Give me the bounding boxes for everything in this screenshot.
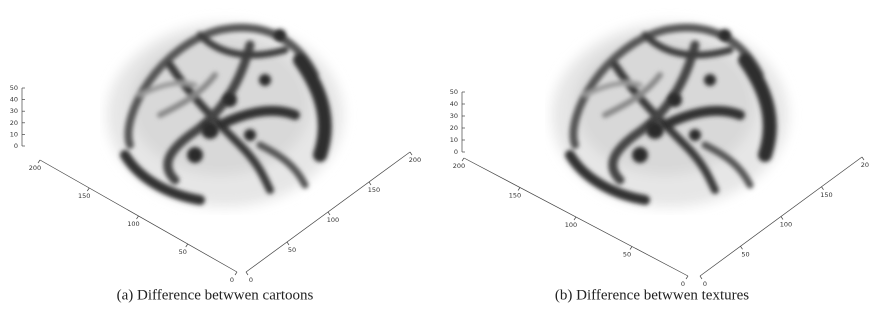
z-tick-label: 20 [10,119,18,127]
tick-mark [186,244,188,247]
tick-mark [137,216,139,219]
x-tick-label: 0 [230,276,234,284]
tick-mark [630,247,632,250]
tick-mark [518,188,520,191]
tick-mark [410,152,412,155]
y-tick-label: 200 [861,161,869,169]
volume-rendering-b [552,23,788,207]
tick-mark [741,246,743,249]
page: (a) Difference betwwen cartoons (b) Diff… [0,0,869,317]
x-tick-label: 100 [127,220,139,228]
x-tick-label: 50 [179,248,187,256]
tick-mark [369,182,371,185]
z-tick-label: 0 [454,148,458,156]
tick-mark [686,276,688,279]
y-tick-label: 150 [368,186,380,194]
y-tick-label: 200 [409,156,421,164]
tick-mark [781,217,783,220]
tick-mark [862,157,864,160]
y-tick-label: 50 [288,246,296,254]
caption: (a) Difference betwwen cartoons [117,287,314,303]
figure: (a) Difference betwwen cartoons (b) Diff… [0,0,869,317]
z-tick-label: 40 [10,96,18,104]
tick-mark [235,272,237,275]
z-tick-label: 50 [450,88,458,96]
x-tick-label: 150 [78,192,90,200]
y-tick-label: 0 [249,276,253,284]
tick-mark [287,242,289,245]
y-tick-label: 100 [780,221,792,229]
tick-mark [462,158,464,161]
x-tick-label: 200 [453,162,465,170]
tick-mark [328,212,330,215]
z-tick-label: 20 [450,124,458,132]
x-tick-label: 50 [623,251,631,259]
z-tick-label: 0 [14,142,18,150]
z-tick-label: 10 [450,136,458,144]
x-tick-label: 100 [565,221,577,229]
y-tick-label: 50 [741,250,749,258]
x-tick-label: 150 [509,192,521,200]
y-tick-label: 0 [703,280,707,288]
tick-mark [246,272,248,275]
tick-mark [822,187,824,190]
z-tick-label: 40 [450,100,458,108]
y-tick-label: 150 [820,191,832,199]
tick-mark [87,188,89,191]
x-tick-label: 0 [681,280,685,288]
z-tick-label: 10 [10,130,18,138]
z-tick-label: 30 [450,112,458,120]
z-tick-label: 50 [10,84,18,92]
tick-mark [700,276,702,279]
tick-mark [38,160,40,163]
volume-rendering-a [107,23,343,207]
tick-mark [574,217,576,220]
caption: (b) Difference betwwen textures [555,287,749,303]
x-tick-label: 200 [29,164,41,172]
z-tick-label: 30 [10,107,18,115]
y-tick-label: 100 [327,216,339,224]
